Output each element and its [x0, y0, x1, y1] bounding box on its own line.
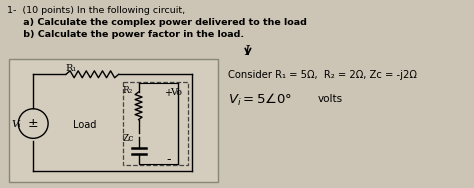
Text: b) Calculate the power factor in the load.: b) Calculate the power factor in the loa… — [8, 30, 245, 39]
Text: I: I — [244, 45, 249, 58]
Text: Zc: Zc — [123, 134, 134, 143]
Text: ±: ± — [28, 117, 38, 130]
Text: -: - — [166, 153, 171, 166]
Text: 1-  (10 points) In the following circuit,: 1- (10 points) In the following circuit, — [8, 6, 185, 15]
Text: R₂: R₂ — [123, 86, 133, 95]
Text: R₁: R₁ — [65, 64, 76, 74]
Text: Vᵢ: Vᵢ — [11, 120, 21, 129]
Text: Load: Load — [73, 120, 96, 130]
Text: a) Calculate the complex power delivered to the load: a) Calculate the complex power delivered… — [8, 18, 307, 27]
Text: +: + — [164, 88, 173, 98]
Text: $V_i = 5\angle 0°$: $V_i = 5\angle 0°$ — [228, 92, 292, 108]
Text: Consider R₁ = 5Ω,  R₂ = 2Ω, Zc = -j2Ω: Consider R₁ = 5Ω, R₂ = 2Ω, Zc = -j2Ω — [228, 70, 417, 80]
FancyBboxPatch shape — [9, 58, 218, 182]
Text: volts: volts — [318, 94, 343, 104]
Text: Vo: Vo — [170, 88, 182, 97]
